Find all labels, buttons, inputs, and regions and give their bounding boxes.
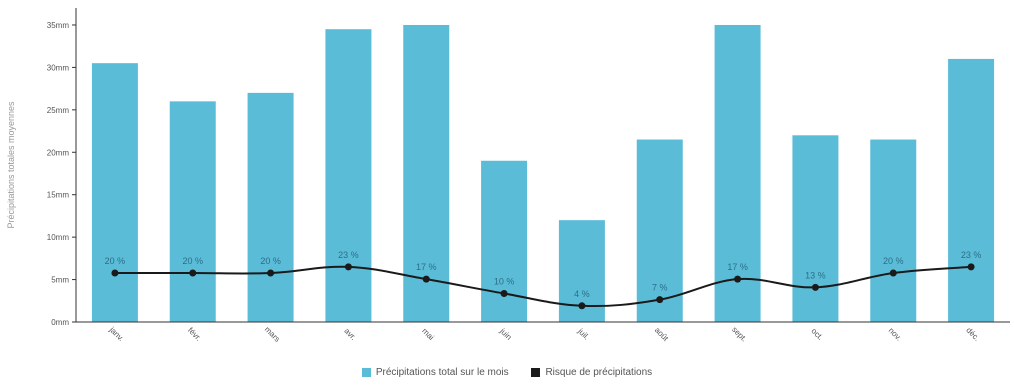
risk-data-label: 17 %: [727, 262, 748, 272]
risk-point[interactable]: [111, 269, 119, 277]
line-series: 20 % 20 % 20 % 23 % 17 % 10 % 4 % 7 % 17 % 13 % 20…: [105, 250, 982, 310]
bar[interactable]: [636, 139, 683, 322]
bar[interactable]: [325, 29, 372, 322]
risk-point[interactable]: [811, 283, 819, 291]
y-tick-label: 30mm: [47, 63, 70, 72]
risk-data-label: 20 %: [260, 256, 281, 266]
risk-point[interactable]: [889, 269, 897, 277]
risk-data-label: 20 %: [105, 256, 126, 266]
risk-point[interactable]: [344, 263, 352, 271]
x-tick-label: juil.: [576, 326, 592, 342]
x-tick-label: juin: [498, 326, 514, 342]
bar[interactable]: [948, 58, 995, 323]
x-tick-label: févr.: [186, 326, 203, 343]
x-tick-label: avr.: [342, 326, 357, 341]
risk-point[interactable]: [267, 269, 275, 277]
risk-point[interactable]: [500, 290, 508, 297]
y-axis-label: Précipitations totales moyennes: [6, 101, 16, 229]
bar[interactable]: [91, 63, 138, 322]
y-tick-label: 5mm: [51, 276, 69, 285]
risk-point[interactable]: [656, 296, 664, 304]
x-tick-label: sept.: [730, 325, 749, 344]
y-tick-label: 15mm: [47, 191, 70, 200]
legend-swatch-bars: [361, 368, 371, 377]
risk-data-label: 20 %: [883, 256, 904, 266]
x-tick-label: mai: [420, 326, 436, 342]
y-tick-label: 25mm: [47, 106, 70, 115]
risk-data-label: 4 %: [574, 289, 590, 299]
bar[interactable]: [403, 24, 450, 323]
bar[interactable]: [169, 101, 216, 322]
x-tick-label: déc.: [964, 326, 981, 343]
risk-data-label: 23 %: [338, 250, 359, 260]
risk-data-label: 7 %: [652, 283, 668, 293]
x-tick-label: nov.: [887, 326, 904, 343]
x-tick-label: oct.: [809, 326, 824, 341]
bar-series: [91, 24, 995, 323]
legend-label-bars: Précipitations total sur le mois: [375, 367, 509, 378]
chart-area: Précipitations totales moyennes 0mm 5mm 10…: [6, 8, 1010, 344]
y-tick-label: 35mm: [47, 21, 70, 30]
legend-item-line[interactable]: Risque de précipitations: [531, 367, 652, 378]
bar[interactable]: [481, 160, 528, 322]
x-tick-label: mars: [263, 325, 282, 344]
legend-item-bars[interactable]: Précipitations total sur le mois: [361, 367, 509, 378]
x-tick-label: août: [653, 326, 671, 344]
bar[interactable]: [247, 92, 294, 322]
risk-point[interactable]: [189, 269, 197, 277]
legend-label-line: Risque de précipitations: [545, 367, 653, 378]
risk-data-label: 13 %: [805, 270, 826, 280]
y-axis: 0mm 5mm 10mm 15mm 20mm 25mm 30mm 35mm: [47, 8, 77, 327]
risk-data-label: 10 %: [494, 277, 515, 287]
risk-line: [114, 265, 972, 308]
x-tick-label: janv.: [107, 325, 126, 344]
y-tick-label: 0mm: [51, 318, 69, 327]
risk-data-label: 20 %: [182, 256, 203, 266]
legend: Précipitations total sur le mois Risque …: [0, 367, 1014, 380]
risk-point[interactable]: [967, 263, 975, 271]
bar[interactable]: [792, 135, 839, 322]
risk-point[interactable]: [422, 275, 430, 283]
y-tick-label: 20mm: [47, 148, 70, 157]
y-tick-label: 10mm: [47, 233, 70, 242]
risk-point[interactable]: [578, 302, 586, 310]
bar[interactable]: [870, 139, 917, 322]
risk-data-label: 17 %: [416, 262, 437, 272]
x-axis: janv. févr. mars avr. mai juin juil. août sept. o…: [76, 321, 1010, 344]
bar[interactable]: [714, 24, 761, 323]
risk-point[interactable]: [734, 275, 742, 283]
risk-data-label: 23 %: [961, 250, 982, 260]
legend-swatch-line: [531, 368, 541, 377]
